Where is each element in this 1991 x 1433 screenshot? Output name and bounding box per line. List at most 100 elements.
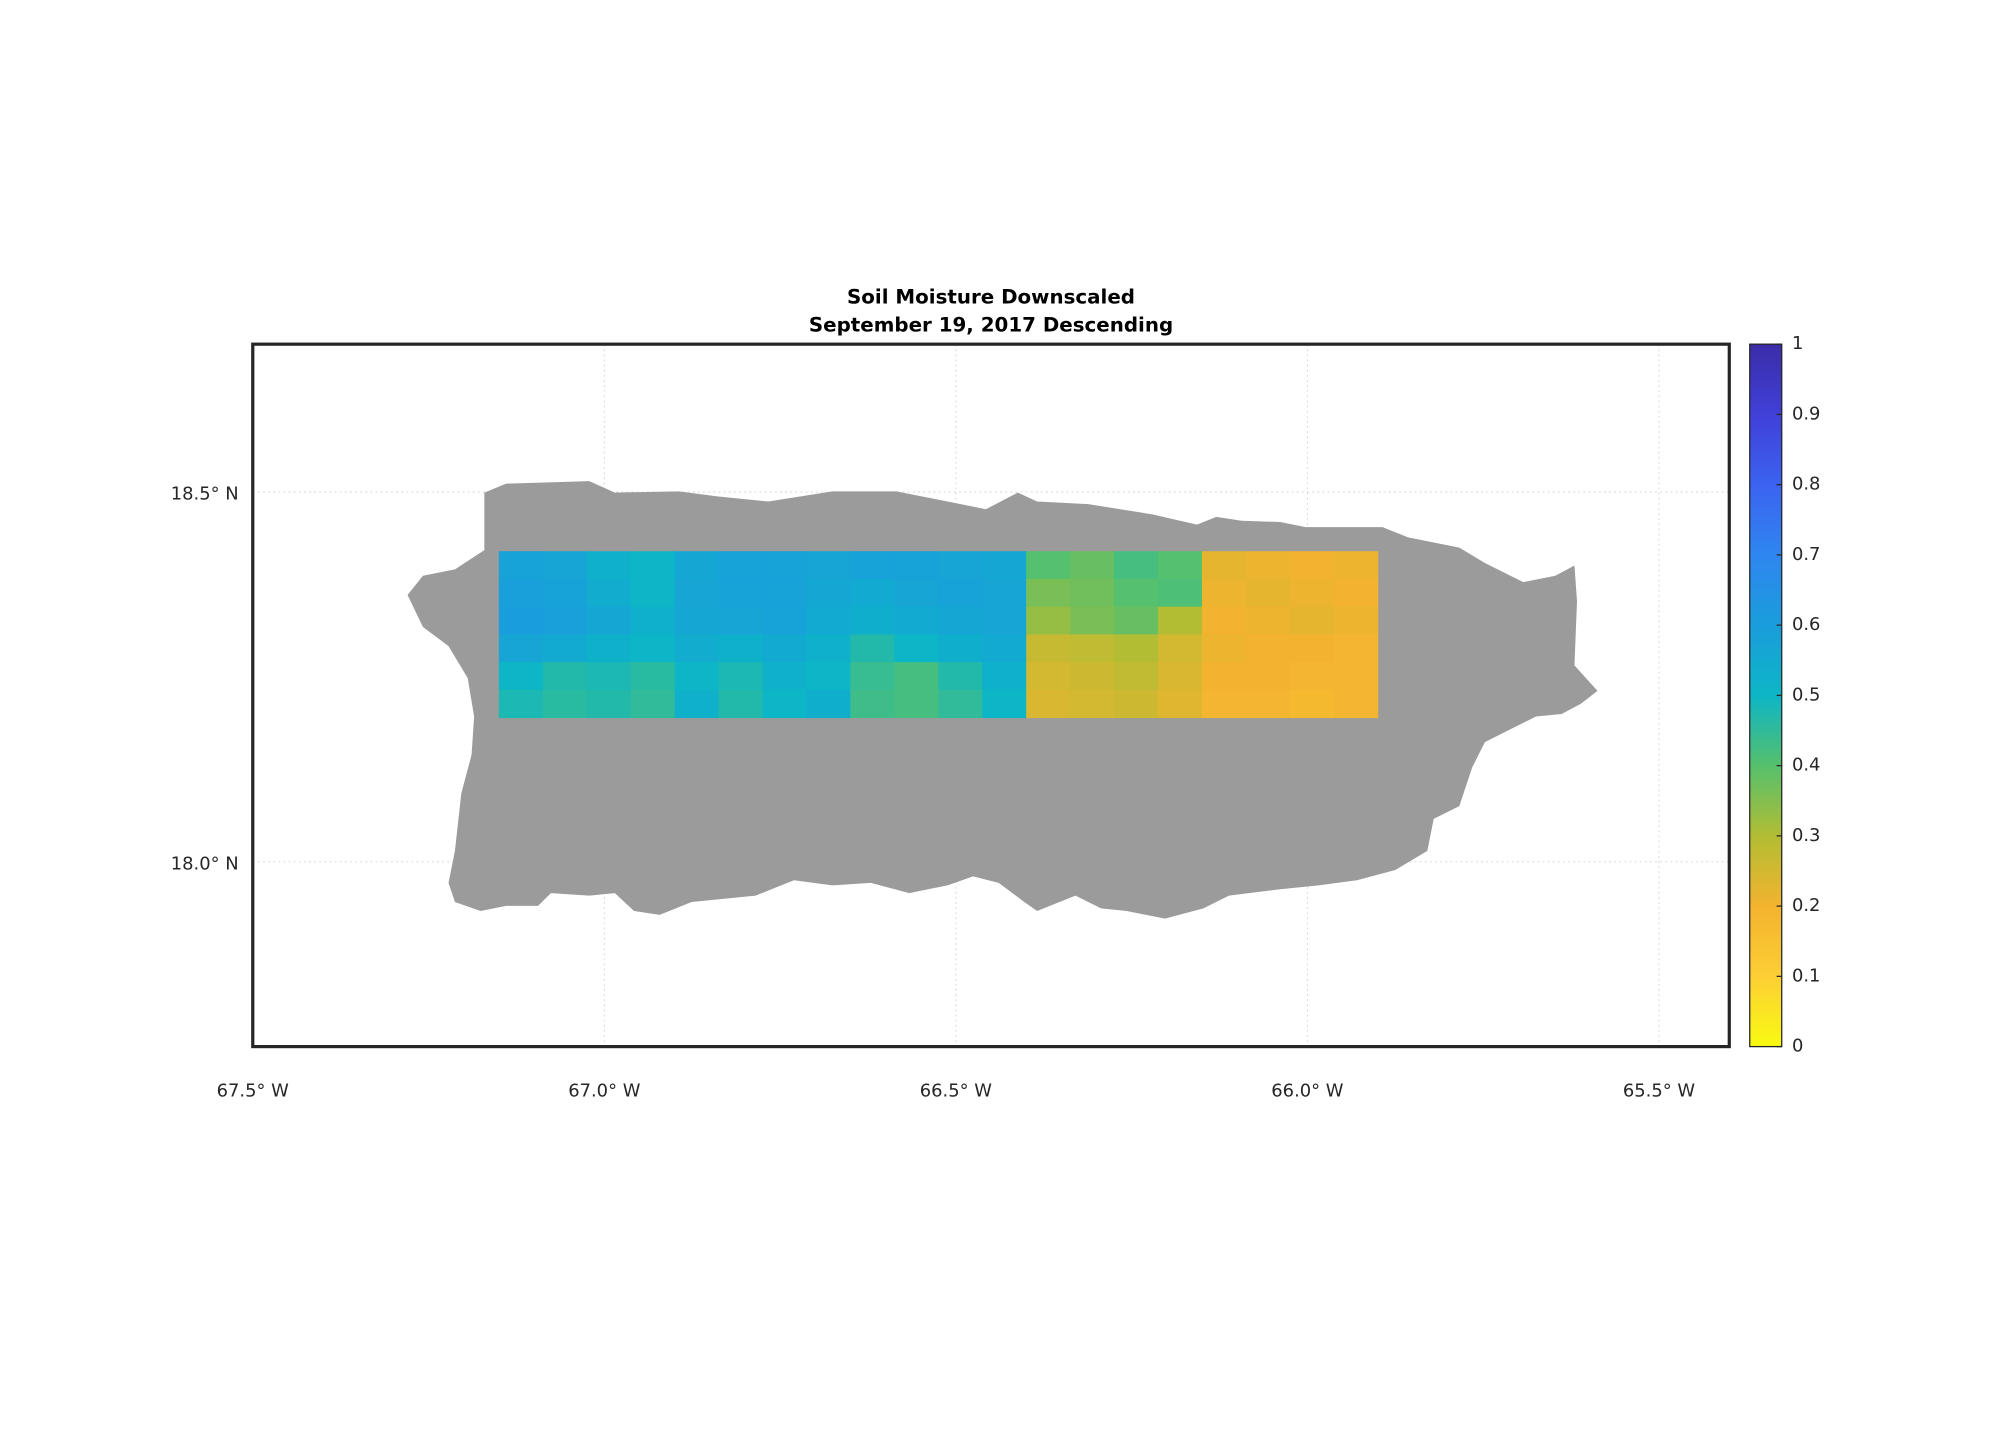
heatmap-cell xyxy=(1201,689,1247,719)
heatmap-cell xyxy=(1245,634,1291,663)
x-tick-label: 67.5° W xyxy=(217,1080,290,1101)
heatmap-cell xyxy=(762,551,807,580)
ticks: 67.5° W 67.0° W 66.5° W 66.0° W 65.5° W 18.5°… xyxy=(171,333,1821,1101)
heatmap-cell xyxy=(1026,578,1071,608)
heatmap-cell xyxy=(1333,551,1379,580)
heatmap-cell xyxy=(718,689,764,719)
heatmap-cell xyxy=(982,551,1027,580)
heatmap-cell xyxy=(674,606,720,635)
heatmap-cell xyxy=(1245,662,1291,691)
colorbar-tick-label: 0.7 xyxy=(1792,544,1820,565)
heatmap-cell xyxy=(1114,634,1159,663)
heatmap-cell xyxy=(630,662,676,691)
heatmap-cell xyxy=(982,634,1027,663)
heatmap-cell xyxy=(850,662,895,691)
heatmap-cell xyxy=(894,662,939,691)
axes-box xyxy=(251,342,1731,1049)
heatmap-cell xyxy=(1333,689,1379,719)
colorbar-tick-label: 0.3 xyxy=(1792,825,1820,846)
colorbar-tick-label: 0.9 xyxy=(1792,403,1820,424)
heatmap-cell xyxy=(586,551,632,580)
heatmap-cell xyxy=(850,551,895,580)
heatmap-cell xyxy=(1026,606,1071,635)
heatmap-cell xyxy=(586,634,632,663)
heatmap-cell xyxy=(1289,662,1335,691)
heatmap-cell xyxy=(718,606,764,635)
heatmap-cell xyxy=(938,578,983,608)
heatmap-cell xyxy=(762,662,807,691)
x-tick-label: 66.0° W xyxy=(1271,1080,1344,1101)
heatmap-cell xyxy=(806,551,851,580)
heatmap-cell xyxy=(1114,606,1159,635)
heatmap-cell xyxy=(982,689,1027,719)
heatmap-cell xyxy=(1158,634,1203,663)
heatmap-cell xyxy=(1201,551,1247,580)
heatmap-cell xyxy=(498,578,544,608)
heatmap-cell xyxy=(718,634,764,663)
heatmap-cell xyxy=(630,606,676,635)
heatmap-cell xyxy=(542,551,588,580)
heatmap-cell xyxy=(938,606,983,635)
heatmap-cell xyxy=(1289,578,1335,608)
colorbar-tick-label: 0.5 xyxy=(1792,684,1820,705)
x-tick-label: 65.5° W xyxy=(1623,1080,1696,1101)
heatmap-cell xyxy=(1070,551,1115,580)
heatmap-cell xyxy=(1026,689,1071,719)
colorbar-tick-label: 0.8 xyxy=(1792,474,1820,495)
colorbar-tick-label: 0 xyxy=(1792,1036,1803,1057)
heatmap-cell xyxy=(1333,634,1379,663)
heatmap-cell xyxy=(586,662,632,691)
colorbar-tick-label: 0.2 xyxy=(1792,895,1820,916)
heatmap-cell xyxy=(1158,578,1203,608)
heatmap-cell xyxy=(1245,689,1291,719)
heatmap-cell xyxy=(586,689,632,719)
heatmap-cell xyxy=(718,578,764,608)
heatmap-cell xyxy=(806,662,851,691)
heatmap-cell xyxy=(542,634,588,663)
colorbar-tick-label: 0.4 xyxy=(1792,755,1820,776)
heatmap-cell xyxy=(1201,634,1247,663)
x-tick-label: 67.0° W xyxy=(568,1080,641,1101)
heatmap-cell xyxy=(850,634,895,663)
heatmap-cell xyxy=(1289,551,1335,580)
heatmap-cell xyxy=(674,551,720,580)
heatmap-cell xyxy=(806,578,851,608)
heatmap-cell xyxy=(1114,689,1159,719)
colorbar-tick-label: 1 xyxy=(1792,333,1803,354)
heatmap-cell xyxy=(542,606,588,635)
heatmap-cell xyxy=(718,551,764,580)
heatmap-cell xyxy=(674,578,720,608)
heatmap-cell xyxy=(894,606,939,635)
heatmap-cell xyxy=(1158,662,1203,691)
heatmap-cell xyxy=(938,662,983,691)
heatmap-cell xyxy=(1158,551,1203,580)
heatmap-cell xyxy=(1026,662,1071,691)
colorbar-tick-label: 0.1 xyxy=(1792,965,1820,986)
heatmap-cell xyxy=(1026,551,1071,580)
chart-subtitle: September 19, 2017 Descending xyxy=(809,314,1173,337)
heatmap-cell xyxy=(674,662,720,691)
heatmap-cell xyxy=(1158,606,1203,635)
heatmap-cell xyxy=(762,634,807,663)
heatmap-cell xyxy=(938,689,983,719)
y-tick-label: 18.0° N xyxy=(171,853,239,874)
heatmap-cell xyxy=(982,606,1027,635)
heatmap-cell xyxy=(1289,606,1335,635)
heatmap-cell xyxy=(542,578,588,608)
heatmap-cell xyxy=(806,634,851,663)
heatmap-cell xyxy=(498,606,544,635)
heatmap-cell xyxy=(982,578,1027,608)
heatmap-cell xyxy=(498,551,544,580)
heatmap-cell xyxy=(630,578,676,608)
heatmap-cell xyxy=(938,551,983,580)
heatmap-cell xyxy=(850,689,895,719)
heatmap-cell xyxy=(1158,689,1203,719)
heatmap-cell xyxy=(850,578,895,608)
heatmap-cell xyxy=(586,578,632,608)
heatmap-cell xyxy=(630,551,676,580)
heatmap-cell xyxy=(1114,662,1159,691)
heatmap-cell xyxy=(938,634,983,663)
heatmap-cell xyxy=(498,689,544,719)
heatmap xyxy=(498,551,1379,719)
